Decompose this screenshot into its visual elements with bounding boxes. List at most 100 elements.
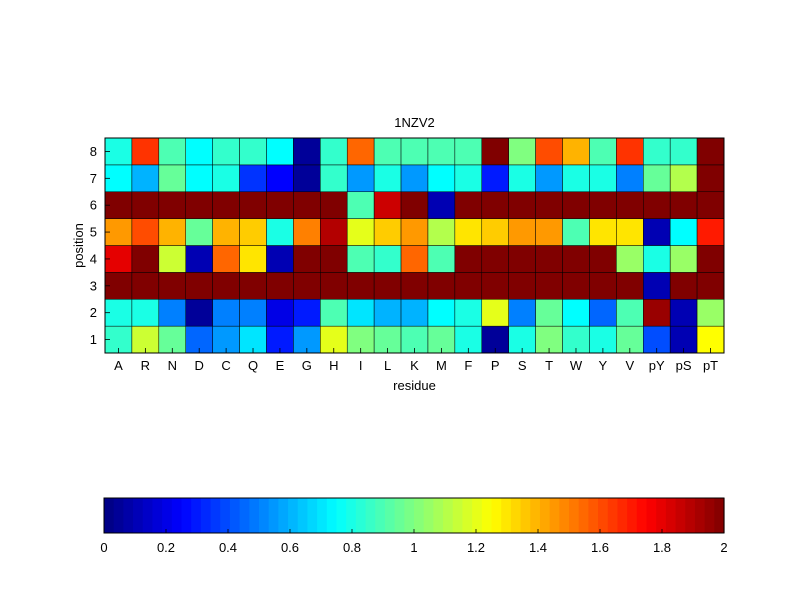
heatmap-cell — [373, 191, 402, 219]
heatmap-cell — [320, 272, 348, 300]
colorbar-segment — [414, 498, 425, 533]
x-tick-label: L — [384, 358, 391, 373]
heatmap-cell — [266, 137, 294, 166]
heatmap-cell — [616, 272, 644, 300]
colorbar-segment — [617, 498, 628, 533]
heatmap-cell — [508, 191, 536, 219]
y-tick-label: 2 — [90, 305, 97, 320]
heatmap-cell — [616, 137, 644, 166]
heatmap-cell — [131, 218, 160, 246]
heatmap-cell — [481, 137, 509, 166]
colorbar-segment — [346, 498, 357, 533]
heatmap-cell — [373, 164, 402, 193]
heatmap-cell — [535, 245, 563, 273]
colorbar-segment — [472, 498, 483, 533]
heatmap-cell — [535, 218, 563, 246]
heatmap-cell — [131, 164, 160, 193]
heatmap-cell — [696, 137, 725, 166]
y-tick-label: 8 — [90, 144, 97, 159]
x-tick-label: K — [410, 358, 419, 373]
colorbar-segment — [501, 498, 512, 533]
heatmap-cell — [535, 164, 563, 193]
colorbar-segment — [142, 498, 154, 533]
x-tick-label: A — [114, 358, 123, 373]
heatmap-cell — [427, 137, 456, 166]
colorbar-tick-label: 2 — [720, 540, 727, 555]
heatmap-cell — [535, 191, 563, 219]
colorbar-tick-label: 0.6 — [281, 540, 299, 555]
heatmap-cell — [266, 245, 294, 273]
colorbar-segment — [191, 498, 202, 533]
colorbar-segment — [491, 498, 502, 533]
colorbar-segment — [714, 498, 725, 533]
colorbar-segment — [588, 498, 599, 533]
colorbar-segment — [530, 498, 541, 533]
colorbar-segment — [113, 498, 124, 533]
heatmap-cell — [427, 272, 456, 300]
colorbar-segment — [665, 498, 677, 533]
colorbar — [104, 498, 725, 533]
heatmap-cell — [427, 218, 456, 246]
heatmap-cell — [185, 191, 213, 219]
heatmap-cell — [239, 245, 267, 273]
heatmap-cell — [535, 137, 563, 166]
heatmap-cell — [346, 164, 375, 193]
colorbar-segment — [297, 498, 309, 533]
colorbar-segment — [423, 498, 434, 533]
heatmap-cell — [320, 245, 348, 273]
heatmap-cell — [131, 245, 160, 273]
y-tick-label: 3 — [90, 278, 97, 293]
heatmap-cell — [239, 299, 267, 327]
heatmap-cell — [158, 218, 186, 246]
heatmap-cell — [131, 137, 160, 166]
heatmap-cell — [293, 137, 321, 166]
y-tick-label: 4 — [90, 251, 97, 266]
colorbar-segment — [627, 498, 638, 533]
colorbar-segment — [181, 498, 192, 533]
heatmap-cell — [454, 137, 483, 166]
colorbar-segment — [704, 498, 715, 533]
colorbar-tick-label: 0.4 — [219, 540, 237, 555]
colorbar-segment — [646, 498, 657, 533]
chart-title: 1NZV2 — [394, 115, 434, 130]
heatmap-cell — [589, 299, 617, 327]
heatmap-cell — [481, 218, 509, 246]
colorbar-segment — [404, 498, 415, 533]
heatmap-cell — [212, 245, 240, 273]
heatmap-cell — [427, 191, 456, 219]
heatmap-cell — [669, 164, 698, 193]
heatmap-cell — [481, 272, 509, 300]
colorbar-segment — [443, 498, 454, 533]
heatmap-cell — [669, 137, 698, 166]
x-tick-label: N — [168, 358, 177, 373]
colorbar-segment — [229, 498, 241, 533]
x-tick-label: H — [329, 358, 338, 373]
heatmap-cell — [373, 137, 402, 166]
heatmap-cell — [427, 164, 456, 193]
heatmap-cell — [266, 164, 294, 193]
colorbar-tick-label: 1.6 — [591, 540, 609, 555]
heatmap-cell — [535, 299, 563, 327]
heatmap-cell — [131, 299, 160, 327]
heatmap-cell — [669, 191, 698, 219]
heatmap-cell — [508, 245, 536, 273]
heatmap-cell — [346, 218, 375, 246]
x-tick-label: F — [464, 358, 472, 373]
colorbar-tick-label: 0.8 — [343, 540, 361, 555]
heatmap-cell — [400, 245, 429, 273]
heatmap-cell — [185, 218, 213, 246]
heatmap-cell — [562, 245, 590, 273]
x-tick-label: D — [195, 358, 204, 373]
colorbar-segment — [559, 498, 570, 533]
colorbar-segment — [152, 498, 163, 533]
heatmap-cell — [616, 164, 644, 193]
colorbar-segment — [288, 498, 299, 533]
heatmap-cell — [212, 218, 240, 246]
y-tick-label: 6 — [90, 198, 97, 213]
heatmap-cell — [589, 245, 617, 273]
heatmap-cell — [643, 218, 671, 246]
heatmap-cell — [131, 191, 160, 219]
x-tick-label: S — [518, 358, 527, 373]
